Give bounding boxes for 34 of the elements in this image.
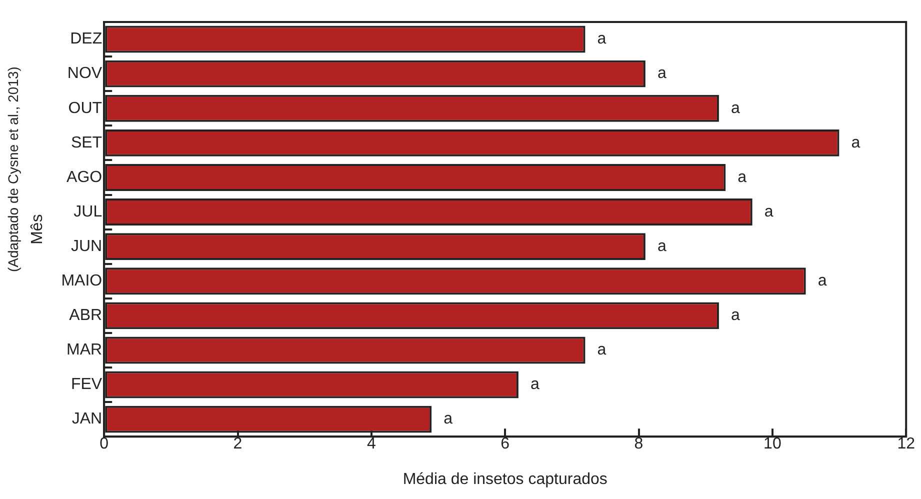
y-tick-label: NOV [67,65,102,82]
y-tick-label: MAR [66,342,102,359]
y-tick-label: JUL [74,203,102,220]
y-tick-label: JUN [70,238,102,255]
y-tick-label: OUT [68,100,102,117]
y-tick-label: SET [70,134,102,152]
data-label: a [764,203,774,220]
data-label: a [818,272,827,290]
data-label: a [444,410,453,428]
x-tick-label: 8 [634,436,644,453]
y-tick-label: DEZ [70,30,102,48]
data-label: a [851,134,860,152]
data-label: a [597,342,606,359]
x-axis-title: Média de insetos capturados [402,470,608,488]
data-label: a [738,168,747,186]
data-label: a [730,100,740,117]
x-tick-label: 4 [366,436,376,453]
y-axis-title: Mês [29,214,46,244]
y-tick-label: AGO [66,168,102,186]
x-tick-label: 6 [500,436,510,453]
data-label: a [657,65,666,82]
y-tick-label: MAIO [61,272,102,290]
data-label: a [730,307,740,324]
data-label: a [530,376,540,394]
x-tick-label: 0 [100,436,109,453]
y-tick-label: JAN [72,410,102,428]
x-tick-label: 12 [897,436,916,453]
x-tick-label: 2 [233,436,242,453]
y-tick-label: ABR [69,307,102,324]
data-label: a [657,238,666,255]
data-label: a [597,30,606,48]
y-tick-label: FEV [70,376,102,394]
text: (Adaptado de Cysne et al., 2013) [4,66,21,272]
x-tick-label: 10 [764,436,782,453]
